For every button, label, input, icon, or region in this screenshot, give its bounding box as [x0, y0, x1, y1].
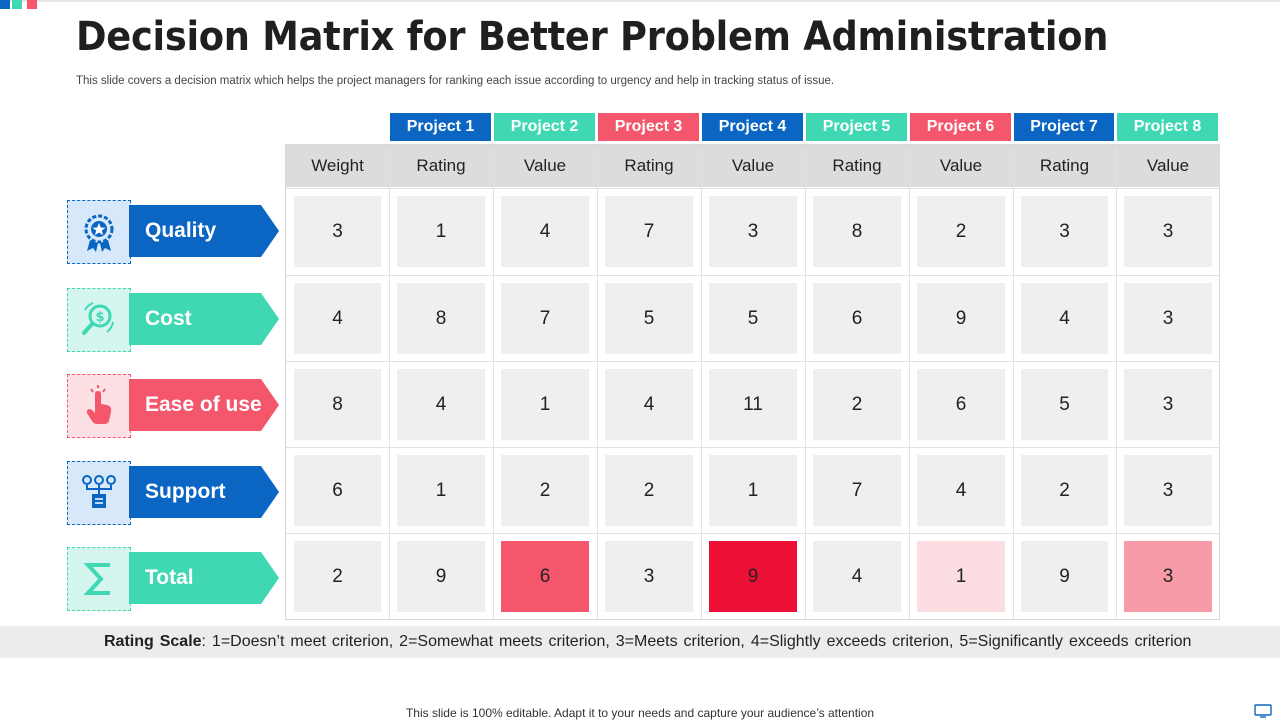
matrix-cell: 1: [917, 541, 1005, 612]
grid-divider: [805, 145, 806, 620]
matrix-cell: 4: [917, 455, 1005, 526]
matrix-cell: 2: [1021, 455, 1108, 526]
grid-divider: [493, 145, 494, 620]
column-header-value: Value: [1116, 145, 1220, 187]
project-header-1: Project 1: [390, 113, 491, 141]
matrix-cell: 3: [1124, 541, 1212, 612]
grid-divider: [286, 188, 1220, 189]
page-title: Decision Matrix for Better Problem Admin…: [76, 14, 1109, 60]
column-header-rating: Rating: [805, 145, 909, 187]
rating-scale-text: : 1=Doesn’t meet criterion, 2=Somewhat m…: [201, 633, 1192, 650]
matrix-cell: 8: [813, 196, 901, 267]
column-header-weight: Weight: [286, 145, 389, 187]
grid-divider: [701, 145, 702, 620]
project-header-8: Project 8: [1117, 113, 1218, 141]
matrix-cell: 3: [1124, 196, 1212, 267]
matrix-cell: 7: [605, 196, 693, 267]
matrix-cell: 6: [294, 455, 381, 526]
project-header-6: Project 6: [910, 113, 1011, 141]
matrix-cell: 2: [813, 369, 901, 440]
matrix-cell: 1: [501, 369, 589, 440]
project-header-4: Project 4: [702, 113, 803, 141]
grid-divider: [286, 361, 1220, 362]
grid-divider: [1116, 145, 1117, 620]
matrix-cell: 2: [605, 455, 693, 526]
project-header-7: Project 7: [1014, 113, 1114, 141]
grid-divider: [1013, 145, 1014, 620]
matrix-cell: 2: [294, 541, 381, 612]
matrix-cell: 8: [397, 283, 485, 354]
criterion-quality: Quality: [129, 205, 279, 257]
page-subtitle: This slide covers a decision matrix whic…: [76, 75, 835, 87]
column-header-rating: Rating: [389, 145, 493, 187]
project-header-5: Project 5: [806, 113, 907, 141]
monitor-icon: [1254, 704, 1272, 723]
sigma-icon: [67, 547, 131, 611]
column-header-value: Value: [909, 145, 1013, 187]
corner-mark-teal: [12, 0, 22, 9]
matrix-cell: 7: [813, 455, 901, 526]
project-header-3: Project 3: [598, 113, 699, 141]
matrix-cell: 6: [501, 541, 589, 612]
hand-tap-icon: [67, 374, 131, 438]
matrix-cell: 4: [397, 369, 485, 440]
grid-divider: [597, 145, 598, 620]
project-header-2: Project 2: [494, 113, 595, 141]
matrix-cell: 1: [397, 196, 485, 267]
matrix-cell: 9: [1021, 541, 1108, 612]
matrix-cell: 3: [1124, 283, 1212, 354]
corner-mark-blue: [0, 0, 10, 9]
matrix-cell: 9: [917, 283, 1005, 354]
grid-divider: [286, 533, 1220, 534]
matrix-cell: 5: [709, 283, 797, 354]
matrix-cell: 1: [397, 455, 485, 526]
matrix-cell: 4: [501, 196, 589, 267]
matrix-cell: 3: [1124, 455, 1212, 526]
corner-mark-pink: [27, 0, 37, 9]
criterion-ease-of-use: Ease of use: [129, 379, 279, 431]
matrix-cell: 3: [709, 196, 797, 267]
criterion-support: Support: [129, 466, 279, 518]
matrix-cell: 3: [1021, 196, 1108, 267]
rating-scale-bar: Rating Scale : 1=Doesn’t meet criterion,…: [0, 626, 1280, 658]
award-icon: [67, 200, 131, 264]
footer-note: This slide is 100% editable. Adapt it to…: [405, 706, 875, 720]
matrix-cell: 7: [501, 283, 589, 354]
matrix-cell: 4: [294, 283, 381, 354]
cost-search-icon: $: [67, 288, 131, 352]
matrix-cell: 6: [917, 369, 1005, 440]
top-line: [0, 0, 1280, 2]
matrix-cell: 9: [397, 541, 485, 612]
matrix-cell: 3: [1124, 369, 1212, 440]
grid-divider: [389, 145, 390, 620]
matrix-cell: 4: [1021, 283, 1108, 354]
matrix-cell: 11: [709, 369, 797, 440]
matrix-cell: 5: [605, 283, 693, 354]
matrix-cell: 2: [501, 455, 589, 526]
matrix-cell: 3: [605, 541, 693, 612]
matrix-cell: 4: [605, 369, 693, 440]
criterion-total: Total: [129, 552, 279, 604]
grid-divider: [286, 275, 1220, 276]
svg-text:$: $: [95, 310, 104, 325]
criterion-cost: Cost: [129, 293, 279, 345]
matrix-cell: 5: [1021, 369, 1108, 440]
matrix-cell: 8: [294, 369, 381, 440]
grid-divider: [286, 447, 1220, 448]
column-header-value: Value: [701, 145, 805, 187]
matrix-cell: 4: [813, 541, 901, 612]
matrix-cell: 9: [709, 541, 797, 612]
grid-divider: [909, 145, 910, 620]
org-chart-icon: [67, 461, 131, 525]
rating-scale-label: Rating Scale: [104, 633, 202, 650]
matrix-cell: 2: [917, 196, 1005, 267]
matrix-cell: 1: [709, 455, 797, 526]
column-header-rating: Rating: [597, 145, 701, 187]
matrix-cell: 6: [813, 283, 901, 354]
column-header-value: Value: [493, 145, 597, 187]
matrix-cell: 3: [294, 196, 381, 267]
column-header-rating: Rating: [1013, 145, 1116, 187]
